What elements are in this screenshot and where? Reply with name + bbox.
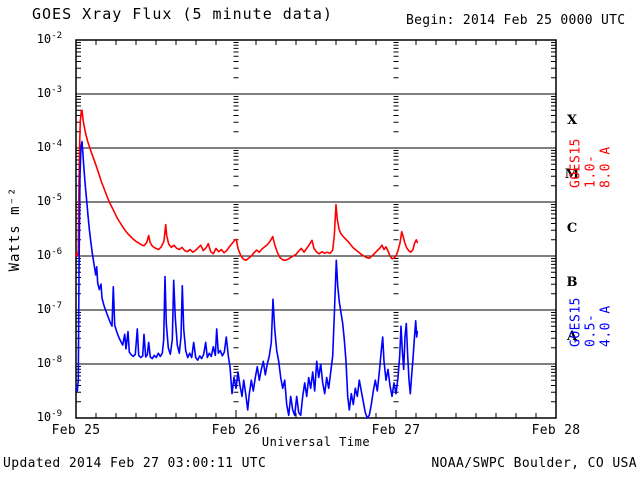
source-credit: NOAA/SWPC Boulder, CO USA <box>431 456 637 471</box>
y-tick-label: 10-6 <box>36 247 62 262</box>
x-axis-label: Universal Time <box>261 435 371 449</box>
x-tick-label: Feb 26 <box>211 423 261 438</box>
flare-class-letter-c: C <box>566 221 578 236</box>
plot-frame <box>75 39 557 419</box>
flare-class-letter-a: A <box>566 329 578 344</box>
x-tick-label: Feb 27 <box>371 423 421 438</box>
x-tick-label: Feb 28 <box>531 423 581 438</box>
y-tick-label: 10-5 <box>36 193 62 208</box>
begin-timestamp: Begin: 2014 Feb 25 0000 UTC <box>406 13 626 28</box>
y-tick-label: 10-4 <box>36 139 62 154</box>
y-tick-label: 10-2 <box>36 31 62 46</box>
y-tick-label: 10-3 <box>36 85 62 100</box>
flare-class-letter-m: M <box>564 167 580 182</box>
chart-title: GOES Xray Flux (5 minute data) <box>32 5 333 23</box>
series-long-channel <box>75 109 419 262</box>
series-short-channel <box>75 140 419 419</box>
y-tick-label: 10-9 <box>36 409 62 424</box>
updated-timestamp: Updated 2014 Feb 27 03:00:11 UTC <box>3 456 267 471</box>
legend-short-channel: GOES15 0.5-4.0 A <box>568 297 614 347</box>
legend-long-channel: GOES15 1.0-8.0 A <box>568 138 614 188</box>
flare-class-letter-b: B <box>566 275 578 290</box>
y-tick-label: 10-8 <box>36 355 62 370</box>
x-tick-label: Feb 25 <box>51 423 101 438</box>
flare-class-letter-x: X <box>566 113 578 128</box>
y-tick-label: 10-7 <box>36 301 62 316</box>
